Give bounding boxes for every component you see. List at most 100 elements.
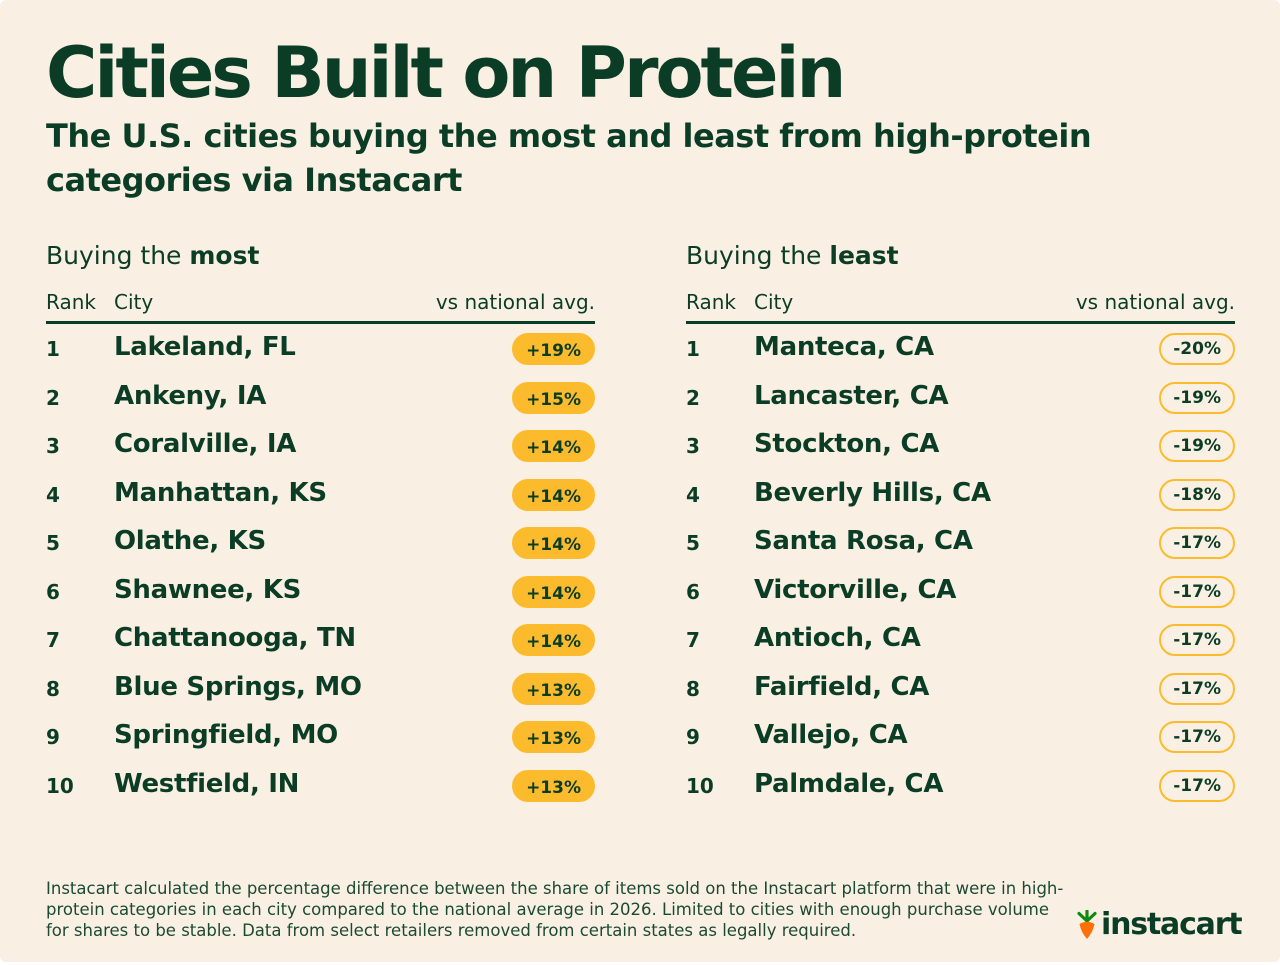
most-row: 6 Shawnee, KS +14% (46, 567, 595, 616)
least-city-cell: Fairfield, CA (754, 671, 930, 702)
most-header-row: Rank City vs national avg. (46, 288, 595, 324)
most-value-pill: +13% (512, 769, 595, 802)
least-rank-cell: 9 (686, 725, 700, 749)
least-col-rank: Rank (686, 290, 736, 314)
instacart-logo: instacart (1076, 907, 1243, 942)
most-col-rank: Rank (46, 290, 96, 314)
least-value-pill: -17% (1159, 672, 1235, 705)
most-col-vs: vs national avg. (435, 290, 595, 314)
most-value-pill: +14% (512, 478, 595, 511)
least-row: 9 Vallejo, CA -17% (686, 712, 1235, 761)
most-col-city: City (114, 290, 154, 314)
most-city-cell: Coralville, IA (114, 429, 297, 459)
least-heading-emph: least (829, 241, 899, 270)
page-subtitle: The U.S. cities buying the most and leas… (46, 117, 1092, 199)
most-city-cell: Westfield, IN (114, 768, 300, 799)
least-row: 8 Fairfield, CA -17% (686, 664, 1235, 713)
most-rank-cell: 4 (46, 482, 60, 507)
least-value-pill: -17% (1159, 769, 1235, 802)
least-city-cell: Manteca, CA (754, 332, 934, 362)
most-rank-cell: 1 (46, 337, 60, 361)
least-value-pill: -17% (1159, 624, 1235, 656)
most-row: 10 Westfield, IN +13% (46, 761, 595, 810)
least-value-pill: -20% (1159, 333, 1235, 365)
most-rank-cell: 3 (46, 434, 60, 458)
least-rows: 1 Manteca, CA -20% 2 Lancaster, CA -19% 3 Stock… (686, 324, 1235, 809)
most-rank-cell: 5 (46, 531, 60, 555)
most-row: 3 Coralville, IA +14% (46, 421, 595, 470)
most-rank-cell: 6 (46, 579, 60, 604)
most-city-cell: Blue Springs, MO (114, 671, 362, 702)
most-row: 4 Manhattan, KS +14% (46, 470, 595, 519)
most-row: 7 Chattanooga, TN +14% (46, 615, 595, 664)
least-header-row: Rank City vs national avg. (686, 288, 1235, 324)
most-city-cell: Springfield, MO (114, 720, 338, 750)
least-rank-cell: 3 (686, 434, 700, 458)
least-city-cell: Lancaster, CA (754, 380, 949, 411)
least-value-pill: -19% (1159, 381, 1235, 414)
least-city-cell: Victorville, CA (754, 574, 957, 605)
most-value-pill: +14% (512, 430, 595, 462)
most-value-pill: +14% (512, 575, 595, 608)
most-row: 9 Springfield, MO +13% (46, 712, 595, 761)
most-rank-cell: 8 (46, 676, 60, 701)
least-col-city: City (754, 290, 794, 314)
least-city-cell: Santa Rosa, CA (754, 526, 973, 556)
most-city-cell: Manhattan, KS (114, 477, 327, 508)
most-value-pill: +19% (512, 333, 595, 365)
most-city-cell: Ankeny, IA (114, 380, 267, 411)
most-rank-cell: 2 (46, 385, 60, 410)
least-value-pill: -17% (1159, 527, 1235, 559)
least-rank-cell: 10 (686, 773, 714, 798)
most-row: 8 Blue Springs, MO +13% (46, 664, 595, 713)
most-heading: Buying the most (46, 240, 595, 272)
most-rows: 1 Lakeland, FL +19% 2 Ankeny, IA +15% 3 Coralvi… (46, 324, 595, 809)
least-row: 2 Lancaster, CA -19% (686, 373, 1235, 422)
most-heading-prefix: Buying the (46, 241, 190, 270)
least-col-vs: vs national avg. (1075, 290, 1235, 314)
least-city-cell: Antioch, CA (754, 623, 921, 653)
least-heading: Buying the least (686, 240, 1235, 272)
least-row: 6 Victorville, CA -17% (686, 567, 1235, 616)
logo-text: instacart (1101, 907, 1243, 942)
most-rank-cell: 7 (46, 628, 60, 652)
least-value-pill: -18% (1159, 478, 1235, 511)
least-rank-cell: 6 (686, 579, 700, 604)
most-value-pill: +13% (512, 672, 595, 705)
most-heading-emph: most (189, 241, 260, 270)
least-city-cell: Palmdale, CA (754, 768, 944, 799)
least-city-cell: Stockton, CA (754, 429, 940, 459)
most-row: 5 Olathe, KS +14% (46, 518, 595, 567)
most-value-pill: +14% (512, 624, 595, 656)
most-city-cell: Shawnee, KS (114, 574, 302, 605)
least-rank-cell: 2 (686, 385, 700, 410)
least-row: 10 Palmdale, CA -17% (686, 761, 1235, 810)
least-value-pill: -17% (1159, 575, 1235, 608)
least-row: 5 Santa Rosa, CA -17% (686, 518, 1235, 567)
most-rank-cell: 10 (46, 773, 74, 798)
least-rank-cell: 8 (686, 676, 700, 701)
least-row: 7 Antioch, CA -17% (686, 615, 1235, 664)
least-value-pill: -19% (1159, 430, 1235, 462)
least-row: 1 Manteca, CA -20% (686, 324, 1235, 373)
least-rank-cell: 7 (686, 628, 700, 652)
least-table: Buying the least Rank City vs national a… (686, 240, 1235, 802)
least-heading-prefix: Buying the (686, 241, 830, 270)
most-city-cell: Lakeland, FL (114, 332, 296, 362)
most-value-pill: +13% (512, 721, 595, 753)
most-table: Buying the most Rank City vs national av… (46, 240, 595, 802)
most-value-pill: +15% (512, 381, 595, 414)
least-city-cell: Beverly Hills, CA (754, 477, 991, 508)
least-value-pill: -17% (1159, 721, 1235, 753)
least-city-cell: Vallejo, CA (754, 720, 908, 750)
most-row: 1 Lakeland, FL +19% (46, 324, 595, 373)
least-rank-cell: 5 (686, 531, 700, 555)
most-city-cell: Olathe, KS (114, 526, 266, 556)
most-value-pill: +14% (512, 527, 595, 559)
least-row: 4 Beverly Hills, CA -18% (686, 470, 1235, 519)
least-rank-cell: 4 (686, 482, 700, 507)
most-row: 2 Ankeny, IA +15% (46, 373, 595, 422)
most-rank-cell: 9 (46, 725, 60, 749)
most-city-cell: Chattanooga, TN (114, 623, 356, 653)
